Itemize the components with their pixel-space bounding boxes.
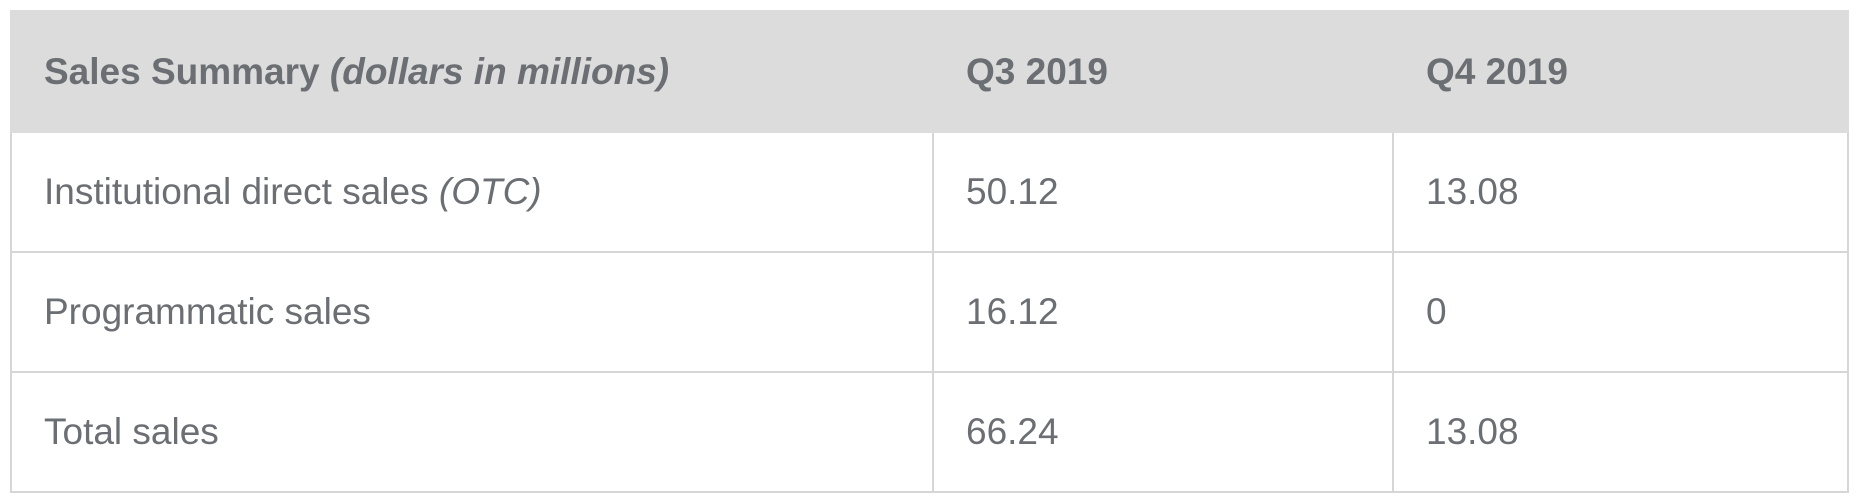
value-cell: 50.12 bbox=[932, 131, 1394, 253]
row: Total sales 66.24 13.08 bbox=[10, 371, 1849, 493]
header-row: Sales Summary (dollars in millions) Q3 2… bbox=[10, 10, 1849, 133]
row-label-cell: Institutional direct sales (OTC) bbox=[10, 131, 934, 253]
sales-table: Sales Summary (dollars in millions) Q3 2… bbox=[10, 10, 1849, 493]
table-header: Sales Summary (dollars in millions) Q3 2… bbox=[10, 10, 1849, 133]
row-note: (OTC) bbox=[438, 171, 542, 212]
row: Institutional direct sales (OTC) 50.12 1… bbox=[10, 131, 1849, 253]
table-body: Institutional direct sales (OTC) 50.12 1… bbox=[10, 131, 1849, 493]
header-cell: Q4 2019 bbox=[1392, 10, 1849, 133]
header-cell: Sales Summary (dollars in millions) bbox=[10, 10, 934, 133]
header-note: (dollars in millions) bbox=[329, 50, 670, 92]
value-cell: 13.08 bbox=[1392, 371, 1849, 493]
row-label-cell: Total sales bbox=[10, 371, 934, 493]
header-cell: Q3 2019 bbox=[932, 10, 1394, 133]
row-label-cell: Programmatic sales bbox=[10, 251, 934, 373]
value-cell: 66.24 bbox=[932, 371, 1394, 493]
value-cell: 16.12 bbox=[932, 251, 1394, 373]
value-cell: 13.08 bbox=[1392, 131, 1849, 253]
value-cell: 0 bbox=[1392, 251, 1849, 373]
header-title: Sales Summary bbox=[44, 50, 320, 92]
row: Programmatic sales 16.12 0 bbox=[10, 251, 1849, 373]
row-label: Institutional direct sales bbox=[44, 171, 429, 212]
